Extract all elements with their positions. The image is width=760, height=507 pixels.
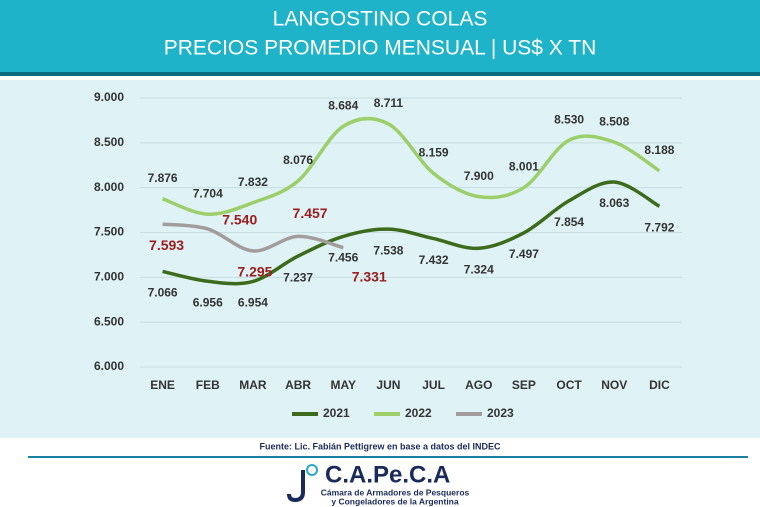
data-label: 7.066 xyxy=(148,286,178,300)
x-tick-label: AGO xyxy=(465,378,492,392)
data-label: 7.295 xyxy=(237,264,272,280)
x-tick-label: FEB xyxy=(196,378,220,392)
series-line xyxy=(161,116,661,216)
x-tick-label: JUN xyxy=(376,378,400,392)
data-label: 7.900 xyxy=(464,169,494,183)
legend-label: 2022 xyxy=(405,406,432,420)
x-tick-label: NOV xyxy=(601,378,627,392)
logo-line: y Congeladores de la Argentina xyxy=(331,496,458,506)
data-label: 7.497 xyxy=(509,247,539,261)
data-label: 6.954 xyxy=(238,296,268,310)
y-tick-label: 8.000 xyxy=(94,180,124,194)
logo-hook xyxy=(287,470,305,503)
x-tick-label: SEP xyxy=(512,378,536,392)
data-label: 8.188 xyxy=(644,143,674,157)
data-label: 7.832 xyxy=(238,175,268,189)
x-tick-label: DIC xyxy=(649,378,670,392)
x-tick-label: JUL xyxy=(422,378,445,392)
legend-label: 2023 xyxy=(487,406,514,420)
y-tick-label: 6.500 xyxy=(94,314,124,328)
data-label: 6.956 xyxy=(193,295,223,309)
legend-label: 2021 xyxy=(323,406,350,420)
header-band xyxy=(0,0,760,72)
plot-background xyxy=(0,80,760,438)
x-tick-label: ABR xyxy=(285,378,311,392)
y-tick-label: 7.000 xyxy=(94,270,124,284)
data-label: 7.432 xyxy=(419,253,449,267)
series-line xyxy=(162,222,344,253)
data-label: 7.538 xyxy=(373,243,403,257)
x-tick-label: MAY xyxy=(330,378,356,392)
logo-line: Cámara de Armadores de Pesqueros xyxy=(321,487,470,497)
data-label: 7.704 xyxy=(193,186,223,200)
series-line xyxy=(162,180,661,286)
data-label: 8.530 xyxy=(554,112,584,126)
logo-ring xyxy=(306,464,318,476)
header-rule xyxy=(0,72,760,76)
data-label: 7.456 xyxy=(328,251,358,265)
data-label: 8.159 xyxy=(419,146,449,160)
source: Fuente: Lic. Fabián Pettigrew en base a … xyxy=(259,441,501,451)
data-label: 8.711 xyxy=(374,96,404,110)
data-label: 7.540 xyxy=(222,212,257,228)
data-label: 7.331 xyxy=(352,268,387,284)
chart-title: LANGOSTINO COLAS xyxy=(273,8,488,31)
data-label: 8.684 xyxy=(328,99,358,113)
y-tick-label: 9.000 xyxy=(94,90,124,104)
data-label: 7.324 xyxy=(464,262,494,276)
data-label: 7.854 xyxy=(554,215,584,229)
data-label: 7.457 xyxy=(293,205,328,221)
data-label: 7.792 xyxy=(644,220,674,234)
y-tick-label: 6.000 xyxy=(94,359,124,373)
chart-subtitle: PRECIOS PROMEDIO MENSUAL | US$ X TN xyxy=(164,37,597,60)
x-tick-label: OCT xyxy=(556,378,582,392)
data-label: 8.508 xyxy=(599,114,629,128)
x-tick-label: MAR xyxy=(239,378,267,392)
data-label: 7.876 xyxy=(148,171,178,185)
y-tick-label: 7.500 xyxy=(94,225,124,239)
logo-name: C.A.Pe.C.A xyxy=(325,461,450,488)
data-label: 8.001 xyxy=(509,160,539,174)
data-label: 7.593 xyxy=(149,237,184,253)
data-label: 8.076 xyxy=(283,153,313,167)
data-label: 8.063 xyxy=(599,196,629,210)
x-tick-label: ENE xyxy=(150,378,175,392)
y-tick-label: 8.500 xyxy=(94,135,124,149)
data-label: 7.237 xyxy=(283,270,313,284)
